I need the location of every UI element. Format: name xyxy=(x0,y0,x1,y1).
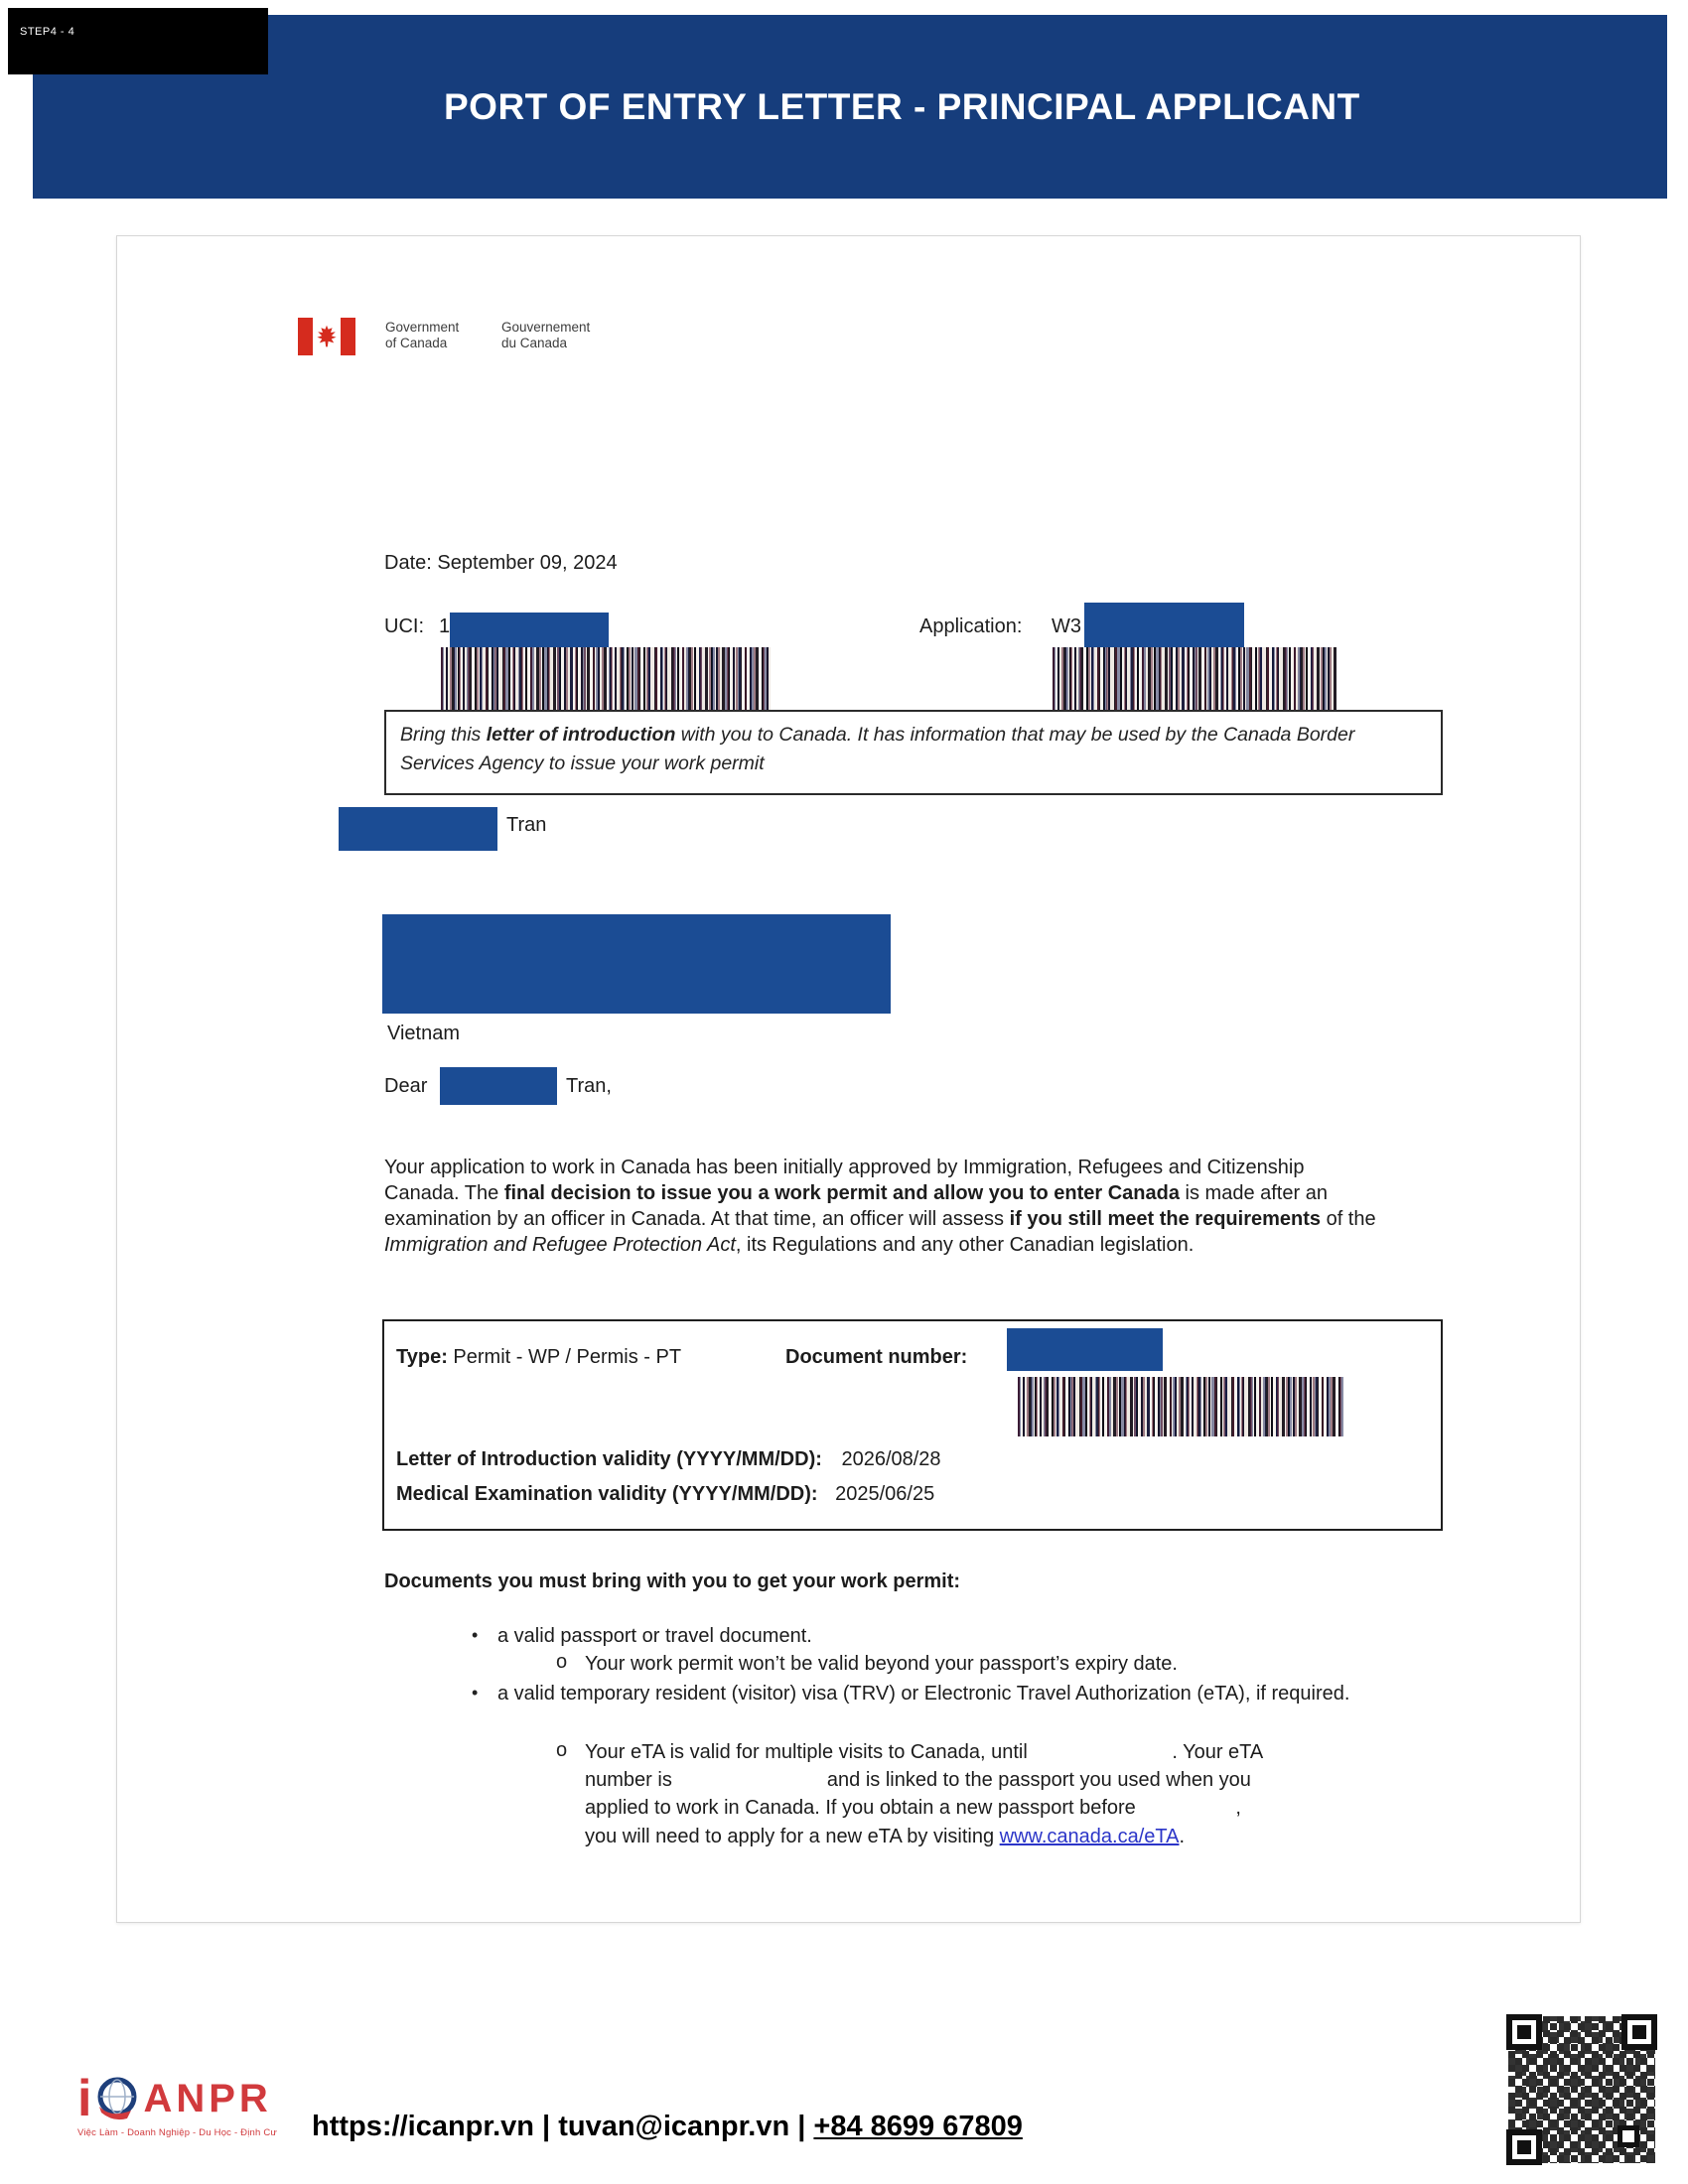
type-value: Permit - WP / Permis - PT xyxy=(453,1346,682,1368)
icanpr-logo: i ANPR Việc Làm - Doanh Nghiệp - Du Học … xyxy=(77,2070,277,2138)
bullet-trv-eta: a valid temporary resident (visitor) vis… xyxy=(497,1683,1350,1705)
loi-validity-line: Letter of Introduction validity (YYYY/MM… xyxy=(396,1448,941,1471)
bullet-icon: • xyxy=(472,1625,479,1645)
footer-contact-line: https://icanpr.vn | tuvan@icanpr.vn | +8… xyxy=(312,2111,1023,2142)
qr-finder-icon xyxy=(1506,2014,1542,2050)
documents-heading: Documents you must bring with you to get… xyxy=(384,1570,961,1592)
qr-code xyxy=(1502,2010,1661,2169)
bullet-passport: a valid passport or travel document. xyxy=(497,1625,812,1647)
eta-line-3: applied to work in Canada. If you obtain… xyxy=(585,1797,1241,1819)
recipient-address-redaction-box xyxy=(382,914,891,1014)
maple-leaf-icon xyxy=(317,325,337,347)
brand-letters-anpr: ANPR xyxy=(143,2077,272,2120)
salutation-prefix: Dear xyxy=(384,1075,428,1097)
type-line: Type: Permit - WP / Permis - PT xyxy=(396,1346,681,1369)
eta-line-4: you will need to apply for a new eTA by … xyxy=(585,1826,1186,1847)
globe-icon xyxy=(97,2077,137,2120)
canada-flag-icon xyxy=(298,318,355,355)
letter-of-introduction-notice: Bring this letter of introduction with y… xyxy=(400,724,1355,774)
letter-of-introduction-notice-box: Bring this letter of introduction with y… xyxy=(384,710,1443,795)
loi-validity-label: Letter of Introduction validity (YYYY/MM… xyxy=(396,1448,822,1470)
footer-phone-link[interactable]: +84 8699 67809 xyxy=(813,2111,1023,2142)
footer-email-link[interactable]: tuvan@icanpr.vn xyxy=(558,2111,790,2142)
eta-line-1: Your eTA is valid for multiple visits to… xyxy=(585,1741,1264,1763)
application-barcode xyxy=(1053,647,1336,713)
footer-website-link[interactable]: https://icanpr.vn xyxy=(312,2111,534,2142)
page-title: PORT OF ENTRY LETTER - PRINCIPAL APPLICA… xyxy=(444,86,1360,127)
document-number-barcode xyxy=(1018,1377,1343,1436)
letter-page xyxy=(116,235,1581,1923)
canada-eta-link[interactable]: www.canada.ca/eTA xyxy=(999,1826,1180,1847)
uci-barcode xyxy=(441,647,771,713)
recipient-name-redaction-box xyxy=(339,807,497,851)
document-number-redaction-box xyxy=(1007,1328,1163,1371)
uci-redaction-box xyxy=(450,613,609,647)
header-banner: PORT OF ENTRY LETTER - PRINCIPAL APPLICA… xyxy=(33,15,1667,199)
sub-bullet-passport-expiry: Your work permit won’t be valid beyond y… xyxy=(585,1653,1178,1675)
salutation-name-redaction-box xyxy=(440,1067,557,1105)
loi-validity-value: 2026/08/28 xyxy=(841,1448,941,1470)
qr-finder-icon xyxy=(1621,2014,1657,2050)
gov-canada-wordmark-fr: Gouvernement du Canada xyxy=(501,320,591,350)
sub-bullet-o-icon: o xyxy=(556,1739,568,1761)
medical-validity-label: Medical Examination validity (YYYY/MM/DD… xyxy=(396,1483,818,1505)
step-label: STEP4 - 4 xyxy=(20,26,75,38)
qr-alignment-icon xyxy=(1618,2125,1639,2147)
sub-bullet-o-icon: o xyxy=(556,1651,568,1673)
medical-validity-value: 2025/06/25 xyxy=(835,1483,935,1505)
document-number-label: Document number: xyxy=(785,1346,968,1368)
body-paragraph: Your application to work in Canada has b… xyxy=(384,1157,1376,1256)
application-visible-value: W3 xyxy=(1052,615,1081,637)
application-label: Application: xyxy=(919,615,1023,637)
bullet-icon: • xyxy=(472,1683,479,1703)
uci-label: UCI: xyxy=(384,615,424,637)
medical-validity-line: Medical Examination validity (YYYY/MM/DD… xyxy=(396,1483,934,1506)
step-label-box: STEP4 - 4 xyxy=(8,8,268,74)
application-redaction-box xyxy=(1084,603,1244,647)
recipient-name-suffix: Tran xyxy=(506,814,547,836)
salutation-suffix: Tran, xyxy=(566,1075,612,1097)
gov-canada-wordmark-en: Government of Canada xyxy=(385,320,460,350)
type-label: Type: xyxy=(396,1346,448,1368)
uci-visible-value: 1 xyxy=(439,615,451,637)
qr-finder-icon xyxy=(1506,2129,1542,2165)
brand-tagline: Việc Làm - Doanh Nghiệp - Du Học - Định … xyxy=(77,2127,277,2138)
recipient-country: Vietnam xyxy=(387,1023,461,1044)
eta-line-2: number is and is linked to the passport … xyxy=(585,1769,1251,1791)
date-line: Date: September 09, 2024 xyxy=(384,552,618,574)
brand-letter-i: i xyxy=(77,2070,92,2127)
